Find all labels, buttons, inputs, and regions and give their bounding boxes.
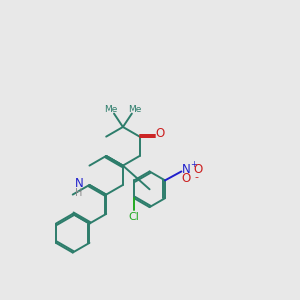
Text: +: +: [190, 160, 197, 169]
Text: -: -: [195, 172, 199, 182]
Text: O: O: [181, 172, 190, 184]
Text: N: N: [182, 164, 190, 176]
Text: Me: Me: [128, 105, 142, 114]
Text: O: O: [193, 164, 202, 176]
Text: O: O: [155, 127, 164, 140]
Text: Me: Me: [104, 105, 118, 114]
Text: H: H: [75, 188, 83, 198]
Text: Cl: Cl: [129, 212, 140, 222]
Text: N: N: [75, 177, 83, 190]
